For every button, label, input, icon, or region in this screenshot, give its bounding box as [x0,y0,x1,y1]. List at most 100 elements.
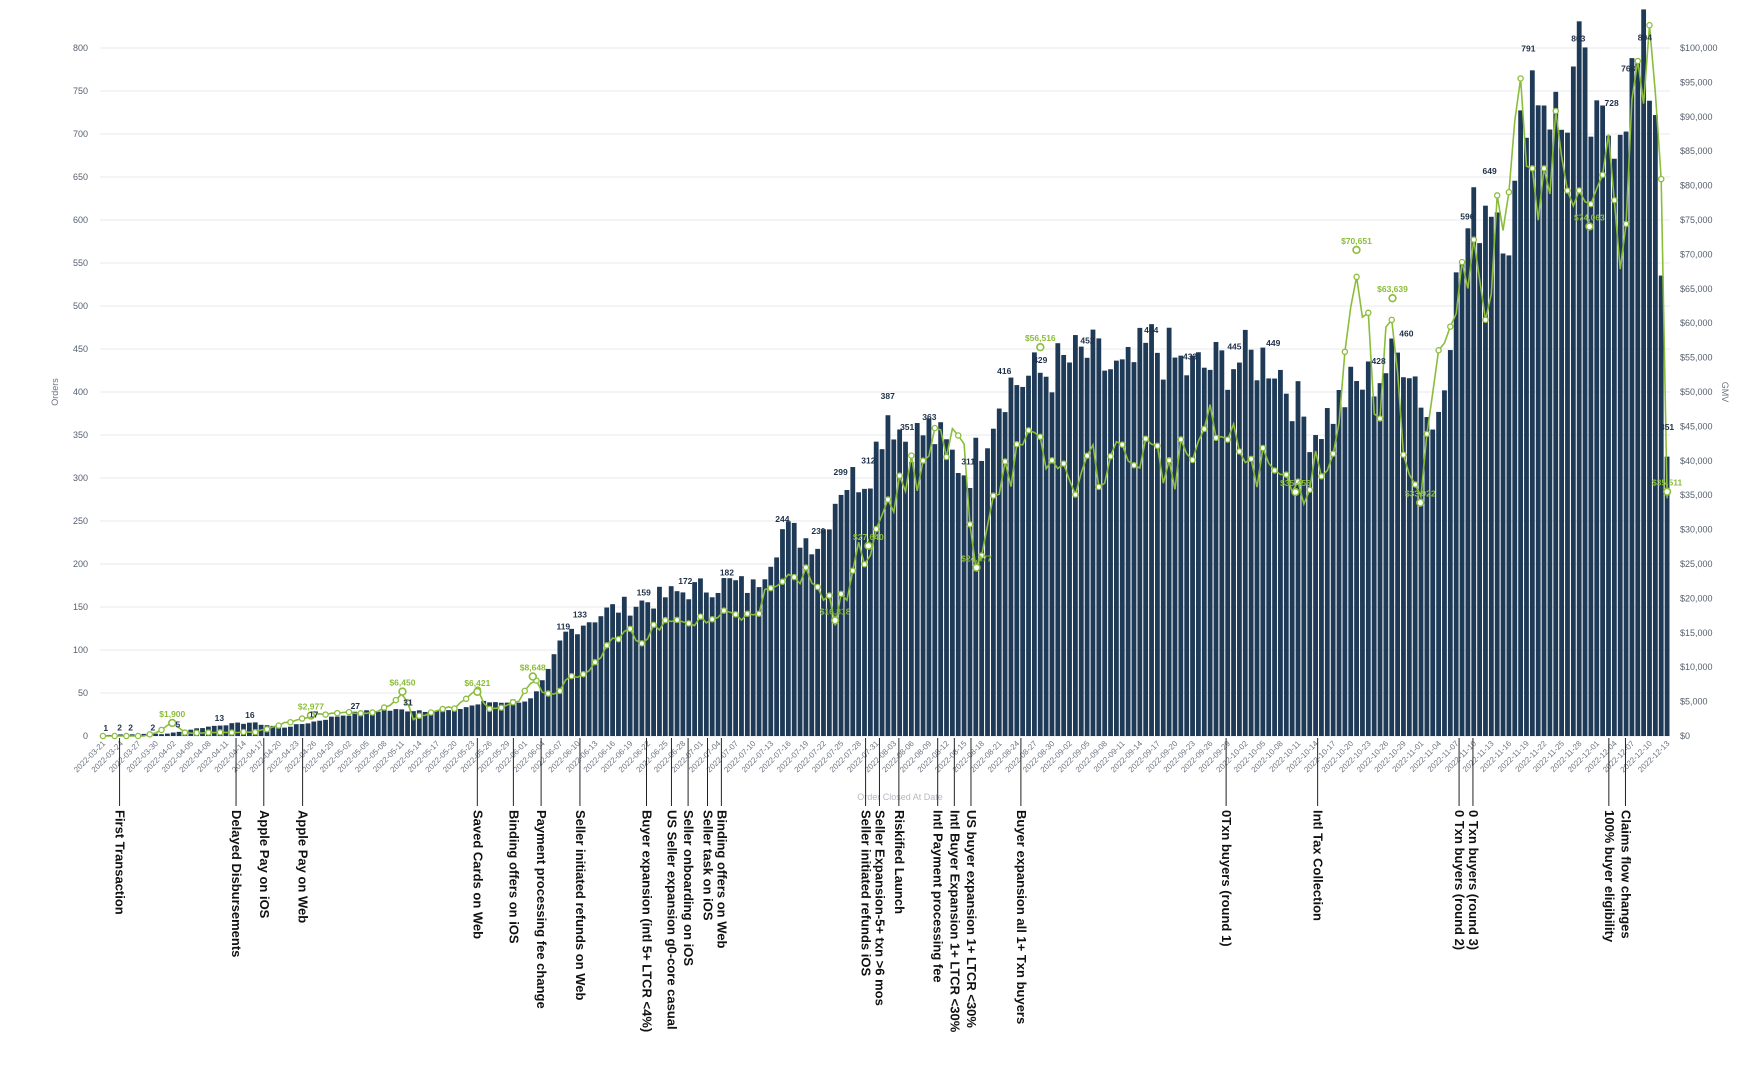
annotation-label: Saved Cards on Web [470,810,485,939]
gmv-labeled-point [1416,498,1425,507]
gmv-point [1646,22,1653,29]
gmv-point [451,705,458,712]
annotation-label: Intl Tax Collection [1311,810,1326,921]
gmv-data-label: $74,063 [1574,212,1605,222]
orders-bar [1494,212,1500,736]
orders-bar [744,592,750,736]
orders-bar [1611,158,1617,736]
orders-bar [1307,452,1313,736]
orders-bar [1102,370,1108,736]
orders-bar [323,719,328,736]
annotation-label: 100% buyer eligibility [1602,810,1617,943]
gmv-point [111,732,118,740]
orders-bar [1324,408,1330,736]
gmv-labeled-point [1388,293,1397,303]
orders-bar [703,592,709,736]
orders-bar [955,472,961,736]
orders-bar [1447,350,1453,736]
gmv-point [755,610,763,617]
orders-bar [1242,329,1248,736]
orders-bar [569,628,574,736]
gmv-point [1564,187,1571,194]
orders-bar [914,423,920,736]
annotation-label: Claims flow changes [1618,810,1633,939]
orders-bar [1330,423,1336,736]
orders-bar [340,715,346,736]
orders-bar [1026,375,1031,736]
gmv-point [615,636,622,643]
orders-bar [1641,9,1647,737]
orders-bar [1313,435,1318,736]
orders-bar [282,727,287,736]
gmv-data-label: $6,450 [389,678,415,688]
orders-bar [897,429,903,736]
orders-bar [621,596,627,736]
orders-bar [668,586,674,736]
orders-bar [1072,335,1078,736]
gmv-point [1435,347,1442,354]
annotation-label: US buyer expansion 1+ LTCR <30% [964,810,979,1028]
gmv-point [802,564,810,571]
gmv-line [99,22,1672,740]
gmv-point [884,496,892,503]
orders-bar [1125,346,1131,736]
orders-bar [815,548,821,736]
gmv-point [1036,433,1044,441]
axes: 0 50 100 150 200 250 300 350 400 450 500 550 600 650 7… [50,43,1730,802]
y-right-axis-title: GMV [1720,382,1730,403]
y-left-tick-label: 700 [73,129,88,139]
gmv-point [931,424,939,432]
orders-bar [715,592,721,736]
orders-bar [990,428,996,736]
orders-data-label: 312 [861,456,875,466]
y-left-tick-label: 750 [73,86,88,96]
gmv-point [1165,457,1173,464]
orders-data-label: 387 [881,391,895,401]
orders-bar [516,702,522,736]
orders-data-label: 460 [1399,328,1413,338]
gmv-point [744,610,751,617]
orders-bar [1582,47,1588,737]
orders-bar [1084,357,1090,736]
y-left-tick-label: 400 [73,387,88,397]
orders-data-label: 728 [1605,98,1619,108]
orders-bar [1043,376,1049,736]
orders-data-label: 119 [556,622,570,632]
gmv-labeled-point [864,541,873,551]
gmv-point [1083,452,1091,459]
annotation-label: Delayed Disbursements [229,810,244,957]
y-left-tick-label: 450 [73,344,88,354]
orders-bar [405,711,410,736]
gmv-point [1142,435,1149,442]
orders-bar [604,607,610,736]
orders-bar [633,606,639,736]
gmv-point [1271,467,1278,474]
annotation-label: Apple Pay on iOS [257,810,272,919]
gmv-point [954,432,962,439]
gmv-point [1177,436,1185,443]
y-right-tick-label: $60,000 [1680,318,1713,328]
y-right-tick-label: $80,000 [1680,181,1713,191]
gmv-point [1575,187,1583,194]
orders-bar [1559,129,1565,737]
orders-bar [1418,407,1424,736]
orders-bar [211,725,217,736]
gmv-point [134,732,142,740]
gmv-point [1212,434,1220,442]
gmv-point [1552,107,1560,115]
gmv-labeled-point [1585,222,1594,231]
orders-bar [1155,352,1160,736]
orders-bar [938,422,944,736]
orders-bar [387,710,393,736]
gmv-point [498,704,505,711]
gmv-data-label: $1,900 [159,709,185,719]
orders-bar [768,566,774,736]
orders-bar [1629,58,1635,736]
orders-bar [1506,255,1512,736]
gmv-point [521,687,528,695]
gmv-point [158,726,165,734]
orders-bar [522,701,528,736]
orders-bar [1278,369,1283,736]
annotation-label: First Transaction [113,810,128,915]
